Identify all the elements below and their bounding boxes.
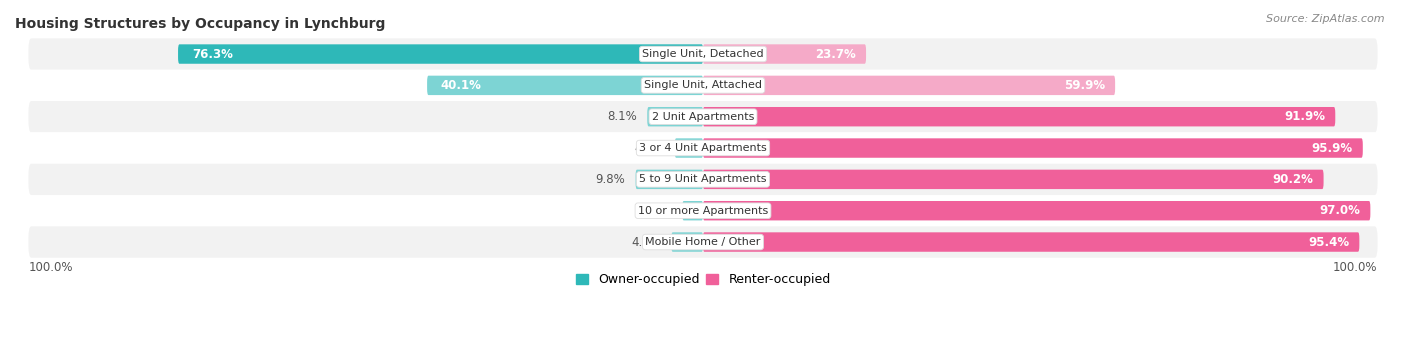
FancyBboxPatch shape	[28, 70, 1378, 101]
Text: 3.0%: 3.0%	[643, 204, 672, 217]
FancyBboxPatch shape	[671, 232, 703, 252]
FancyBboxPatch shape	[703, 232, 1360, 252]
FancyBboxPatch shape	[28, 39, 1378, 70]
Text: Source: ZipAtlas.com: Source: ZipAtlas.com	[1267, 14, 1385, 24]
Text: 95.4%: 95.4%	[1308, 236, 1348, 249]
FancyBboxPatch shape	[427, 76, 703, 95]
Text: 23.7%: 23.7%	[815, 47, 856, 61]
Text: 100.0%: 100.0%	[1333, 261, 1378, 274]
Text: 95.9%: 95.9%	[1312, 142, 1353, 154]
FancyBboxPatch shape	[636, 170, 703, 189]
Text: 10 or more Apartments: 10 or more Apartments	[638, 206, 768, 216]
FancyBboxPatch shape	[703, 76, 1115, 95]
Text: 5 to 9 Unit Apartments: 5 to 9 Unit Apartments	[640, 174, 766, 184]
Text: 100.0%: 100.0%	[28, 261, 73, 274]
FancyBboxPatch shape	[703, 107, 1336, 127]
Text: 97.0%: 97.0%	[1319, 204, 1360, 217]
Text: Single Unit, Detached: Single Unit, Detached	[643, 49, 763, 59]
FancyBboxPatch shape	[28, 101, 1378, 132]
FancyBboxPatch shape	[675, 138, 703, 158]
FancyBboxPatch shape	[179, 44, 703, 64]
Text: 40.1%: 40.1%	[441, 79, 482, 92]
FancyBboxPatch shape	[28, 195, 1378, 226]
Text: 59.9%: 59.9%	[1064, 79, 1105, 92]
Text: 4.6%: 4.6%	[631, 236, 661, 249]
Text: 9.8%: 9.8%	[596, 173, 626, 186]
FancyBboxPatch shape	[703, 44, 866, 64]
FancyBboxPatch shape	[682, 201, 703, 220]
Text: 3 or 4 Unit Apartments: 3 or 4 Unit Apartments	[640, 143, 766, 153]
FancyBboxPatch shape	[28, 226, 1378, 258]
FancyBboxPatch shape	[647, 107, 703, 127]
Legend: Owner-occupied, Renter-occupied: Owner-occupied, Renter-occupied	[571, 268, 835, 291]
Text: 90.2%: 90.2%	[1272, 173, 1313, 186]
FancyBboxPatch shape	[703, 201, 1371, 220]
Text: 8.1%: 8.1%	[607, 110, 637, 123]
Text: Housing Structures by Occupancy in Lynchburg: Housing Structures by Occupancy in Lynch…	[15, 17, 385, 31]
FancyBboxPatch shape	[28, 164, 1378, 195]
FancyBboxPatch shape	[28, 132, 1378, 164]
Text: 2 Unit Apartments: 2 Unit Apartments	[652, 112, 754, 122]
Text: 91.9%: 91.9%	[1284, 110, 1324, 123]
FancyBboxPatch shape	[703, 138, 1362, 158]
Text: Single Unit, Attached: Single Unit, Attached	[644, 80, 762, 90]
Text: Mobile Home / Other: Mobile Home / Other	[645, 237, 761, 247]
Text: 4.1%: 4.1%	[634, 142, 665, 154]
FancyBboxPatch shape	[703, 170, 1323, 189]
Text: 76.3%: 76.3%	[191, 47, 232, 61]
